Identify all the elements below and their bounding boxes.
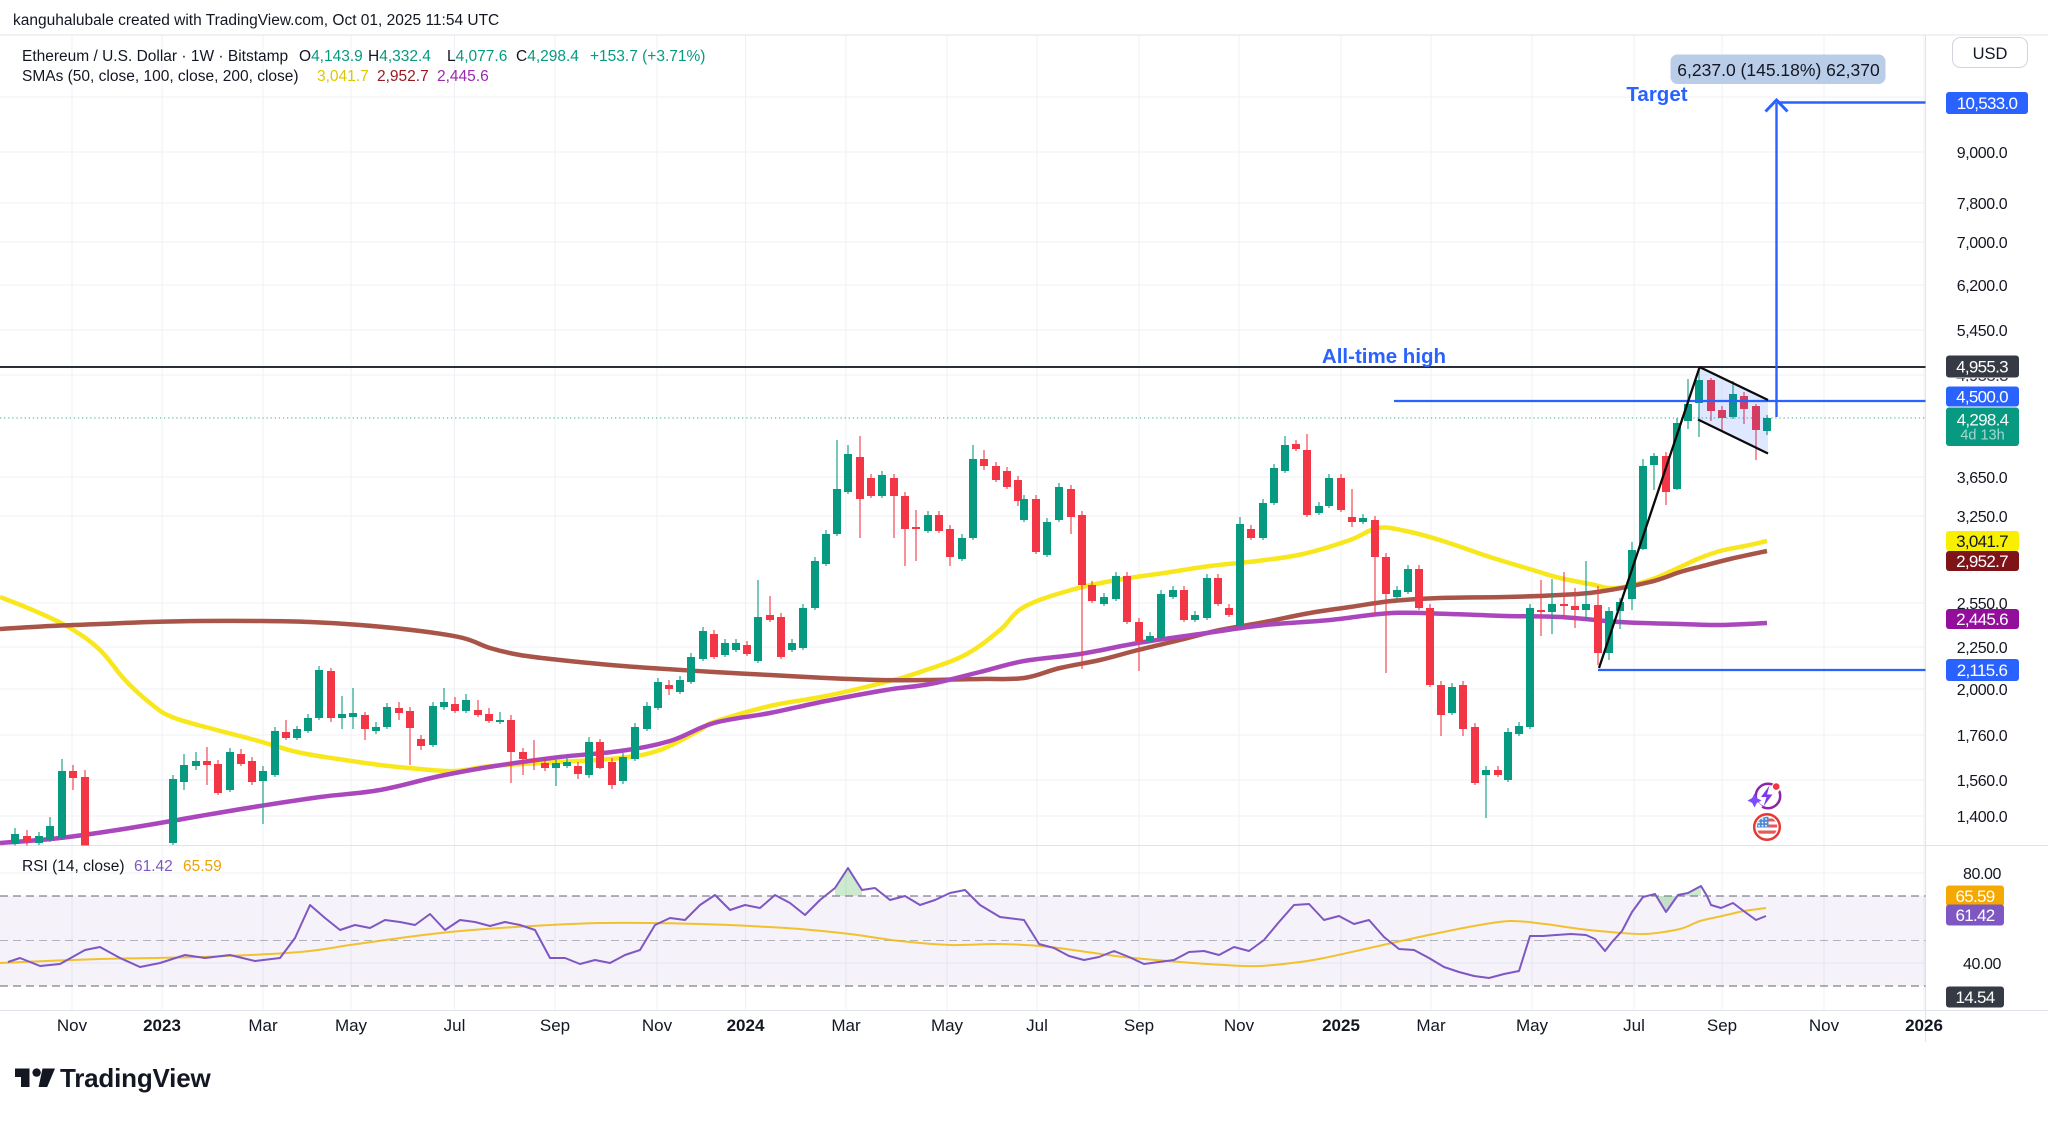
- svg-text:May: May: [335, 1016, 368, 1035]
- svg-text:80.00: 80.00: [1963, 866, 2002, 883]
- svg-text:kanguhalubale created with Tra: kanguhalubale created with TradingView.c…: [13, 12, 499, 29]
- svg-text:2,952.7: 2,952.7: [1956, 552, 2008, 571]
- svg-text:2,550.0: 2,550.0: [1957, 596, 2008, 613]
- svg-text:14.54: 14.54: [1955, 988, 1994, 1007]
- svg-text:Jul: Jul: [1026, 1016, 1048, 1035]
- svg-text:9,000.0: 9,000.0: [1957, 145, 2008, 162]
- svg-text:2024: 2024: [727, 1016, 765, 1035]
- svg-text:Mar: Mar: [831, 1016, 861, 1035]
- svg-text:1,400.0: 1,400.0: [1957, 809, 2008, 826]
- svg-text:Nov: Nov: [642, 1016, 673, 1035]
- svg-text:Jul: Jul: [1623, 1016, 1645, 1035]
- svg-text:4,955.3: 4,955.3: [1956, 357, 2008, 376]
- svg-text:Target: Target: [1626, 83, 1687, 106]
- svg-text:2,250.0: 2,250.0: [1957, 640, 2008, 657]
- svg-text:6,200.0: 6,200.0: [1957, 278, 2008, 295]
- svg-text:7,800.0: 7,800.0: [1957, 196, 2008, 213]
- svg-text:6,237.0 (145.18%) 62,370: 6,237.0 (145.18%) 62,370: [1677, 60, 1880, 80]
- svg-text:May: May: [931, 1016, 964, 1035]
- svg-text:7,000.0: 7,000.0: [1957, 235, 2008, 252]
- svg-text:3,650.0: 3,650.0: [1957, 470, 2008, 487]
- svg-text:4d 13h: 4d 13h: [1960, 428, 2004, 444]
- svg-text:TradingView: TradingView: [60, 1063, 211, 1093]
- svg-text:Mar: Mar: [248, 1016, 278, 1035]
- svg-text:4,500.0: 4,500.0: [1956, 387, 2008, 406]
- svg-text:Nov: Nov: [1809, 1016, 1840, 1035]
- svg-text:40.00: 40.00: [1963, 956, 2002, 973]
- svg-text:3,041.7: 3,041.7: [1956, 532, 2008, 551]
- svg-text:4,955.3: 4,955.3: [1956, 366, 2008, 385]
- svg-text:USD: USD: [1973, 45, 2008, 63]
- svg-text:1,760.0: 1,760.0: [1957, 728, 2008, 745]
- svg-text:SMAs (50, close, 100, close, 2: SMAs (50, close, 100, close, 200, close)…: [22, 68, 489, 85]
- svg-text:May: May: [1516, 1016, 1549, 1035]
- svg-text:61.42: 61.42: [1955, 906, 1994, 925]
- svg-text:Jul: Jul: [444, 1016, 466, 1035]
- svg-text:2026: 2026: [1905, 1016, 1943, 1035]
- svg-text:3,250.0: 3,250.0: [1957, 509, 2008, 526]
- svg-text:2,115.6: 2,115.6: [1957, 661, 2008, 680]
- svg-text:10,533.0: 10,533.0: [1957, 94, 2018, 113]
- svg-text:Sep: Sep: [1124, 1016, 1154, 1035]
- svg-text:2025: 2025: [1322, 1016, 1360, 1035]
- svg-text:4,298.4: 4,298.4: [1957, 411, 2009, 430]
- svg-text:2,445.6: 2,445.6: [1956, 610, 2008, 629]
- svg-text:All-time high: All-time high: [1322, 345, 1446, 368]
- svg-text:1,560.0: 1,560.0: [1957, 773, 2008, 790]
- svg-text:Sep: Sep: [540, 1016, 570, 1035]
- svg-text:5,450.0: 5,450.0: [1957, 323, 2008, 340]
- svg-text:Nov: Nov: [57, 1016, 88, 1035]
- svg-text:2,000.0: 2,000.0: [1957, 682, 2008, 699]
- svg-text:Sep: Sep: [1707, 1016, 1737, 1035]
- svg-text:65.59: 65.59: [1955, 887, 1994, 906]
- svg-text:Mar: Mar: [1416, 1016, 1446, 1035]
- svg-text:2023: 2023: [143, 1016, 181, 1035]
- svg-text:Nov: Nov: [1224, 1016, 1255, 1035]
